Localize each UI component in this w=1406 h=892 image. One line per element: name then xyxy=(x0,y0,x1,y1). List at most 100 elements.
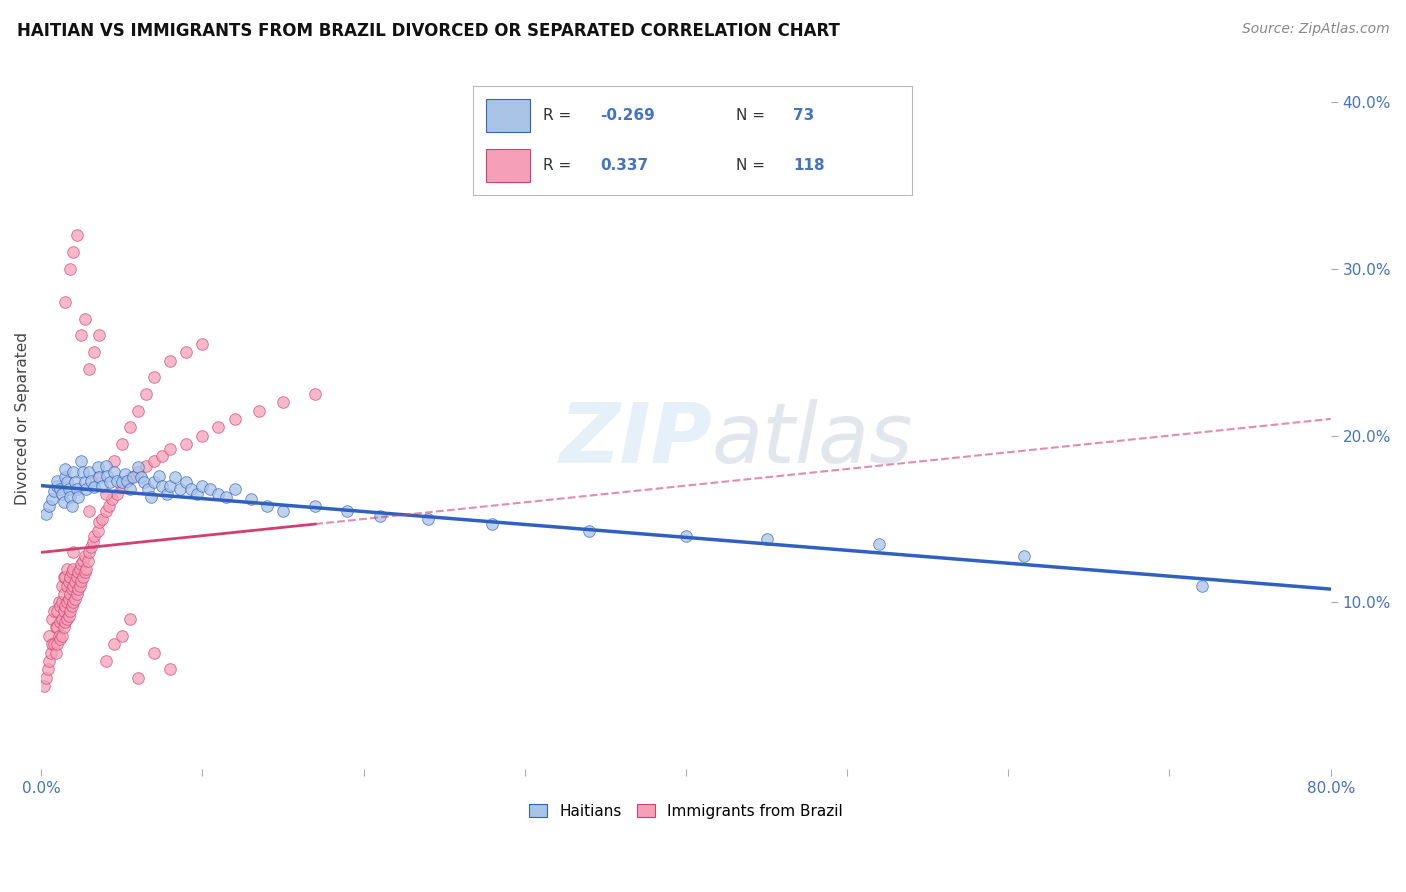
Point xyxy=(38,654,60,668)
Point xyxy=(48,595,70,609)
Point xyxy=(72,570,94,584)
Point xyxy=(481,516,503,531)
Point xyxy=(89,516,111,530)
Point xyxy=(416,512,439,526)
Point xyxy=(79,362,101,376)
Point xyxy=(304,499,326,513)
Point xyxy=(56,475,79,490)
Point xyxy=(86,524,108,538)
Point xyxy=(215,491,238,505)
Point xyxy=(37,662,59,676)
Point xyxy=(1014,549,1036,563)
Point xyxy=(191,336,214,351)
Point xyxy=(180,482,202,496)
Point xyxy=(73,311,96,326)
Point xyxy=(53,470,76,484)
Point xyxy=(52,495,75,509)
Point xyxy=(46,637,69,651)
Point xyxy=(51,579,73,593)
Point xyxy=(53,570,76,584)
Point xyxy=(63,575,86,590)
Point xyxy=(115,474,138,488)
Point xyxy=(65,482,87,496)
Point xyxy=(46,620,69,634)
Point xyxy=(105,487,128,501)
Point xyxy=(224,412,246,426)
Point xyxy=(118,420,141,434)
Point xyxy=(111,475,134,490)
Point xyxy=(76,554,98,568)
Text: ZIP: ZIP xyxy=(560,400,711,481)
Point xyxy=(91,478,114,492)
Point xyxy=(73,566,96,580)
Point xyxy=(89,470,111,484)
Point xyxy=(169,482,191,496)
Point xyxy=(67,491,90,505)
Point xyxy=(142,475,165,490)
Point xyxy=(224,482,246,496)
Point xyxy=(120,470,142,484)
Point xyxy=(79,465,101,479)
Point xyxy=(136,482,159,496)
Point xyxy=(41,612,63,626)
Point xyxy=(150,449,173,463)
Y-axis label: Divorced or Separated: Divorced or Separated xyxy=(15,333,30,506)
Point xyxy=(1191,579,1213,593)
Point xyxy=(103,453,125,467)
Point xyxy=(755,532,778,546)
Point xyxy=(42,637,65,651)
Point xyxy=(82,535,104,549)
Point xyxy=(79,545,101,559)
Point xyxy=(49,482,72,496)
Point xyxy=(142,370,165,384)
Point xyxy=(159,442,181,456)
Point xyxy=(59,604,82,618)
Point xyxy=(111,478,134,492)
Point xyxy=(46,478,69,492)
Point xyxy=(97,499,120,513)
Point xyxy=(80,474,103,488)
Point xyxy=(142,646,165,660)
Point xyxy=(186,487,208,501)
Point xyxy=(75,562,97,576)
Point xyxy=(62,465,84,479)
Point xyxy=(58,608,80,623)
Text: HAITIAN VS IMMIGRANTS FROM BRAZIL DIVORCED OR SEPARATED CORRELATION CHART: HAITIAN VS IMMIGRANTS FROM BRAZIL DIVORC… xyxy=(17,22,839,40)
Point xyxy=(67,582,90,596)
Point xyxy=(159,478,181,492)
Point xyxy=(52,587,75,601)
Point xyxy=(150,478,173,492)
Point xyxy=(148,468,170,483)
Point xyxy=(53,462,76,476)
Point xyxy=(129,470,152,484)
Point xyxy=(60,499,83,513)
Point xyxy=(41,491,63,506)
Point xyxy=(58,592,80,607)
Point xyxy=(38,499,60,513)
Point xyxy=(58,575,80,590)
Point xyxy=(127,403,149,417)
Point xyxy=(46,604,69,618)
Point xyxy=(59,587,82,601)
Point xyxy=(56,579,79,593)
Point xyxy=(271,504,294,518)
Point xyxy=(304,387,326,401)
Point xyxy=(115,474,138,488)
Point xyxy=(73,475,96,490)
Point xyxy=(63,475,86,490)
Point xyxy=(159,662,181,676)
Point xyxy=(118,482,141,496)
Point xyxy=(69,562,91,576)
Point xyxy=(45,620,67,634)
Point xyxy=(59,261,82,276)
Point xyxy=(174,437,197,451)
Point xyxy=(191,428,214,442)
Point xyxy=(94,654,117,668)
Point xyxy=(127,460,149,475)
Point xyxy=(174,345,197,359)
Point xyxy=(73,549,96,563)
Point xyxy=(94,487,117,501)
Point xyxy=(103,637,125,651)
Point xyxy=(200,482,222,496)
Point xyxy=(127,671,149,685)
